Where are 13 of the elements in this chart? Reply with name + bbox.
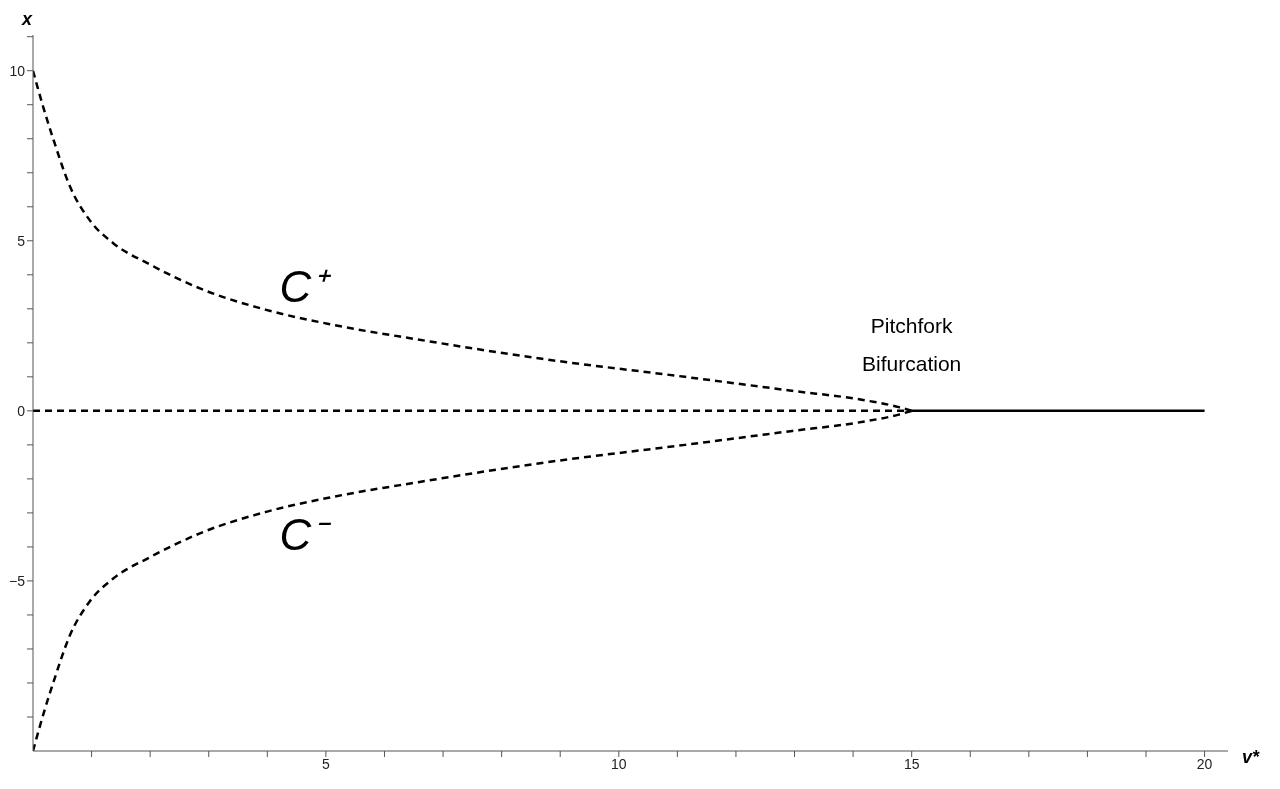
series-label: C⁻	[279, 510, 333, 560]
y-tick-label: 0	[17, 402, 26, 419]
x-tick-label: 15	[903, 755, 920, 772]
y-axis-title: x	[20, 9, 33, 29]
x-tick-label: 20	[1196, 755, 1213, 772]
y-tick-label: −5	[9, 572, 26, 589]
y-tick-label: 5	[17, 232, 26, 249]
x-tick-label: 10	[611, 755, 627, 772]
y-tick-label: 10	[9, 62, 26, 79]
annotation: Pitchfork Bifurcation	[862, 313, 962, 375]
series-label: C⁺	[279, 262, 333, 312]
x-axis-title: v*	[1242, 747, 1261, 767]
x-tick-label: 5	[321, 755, 330, 772]
